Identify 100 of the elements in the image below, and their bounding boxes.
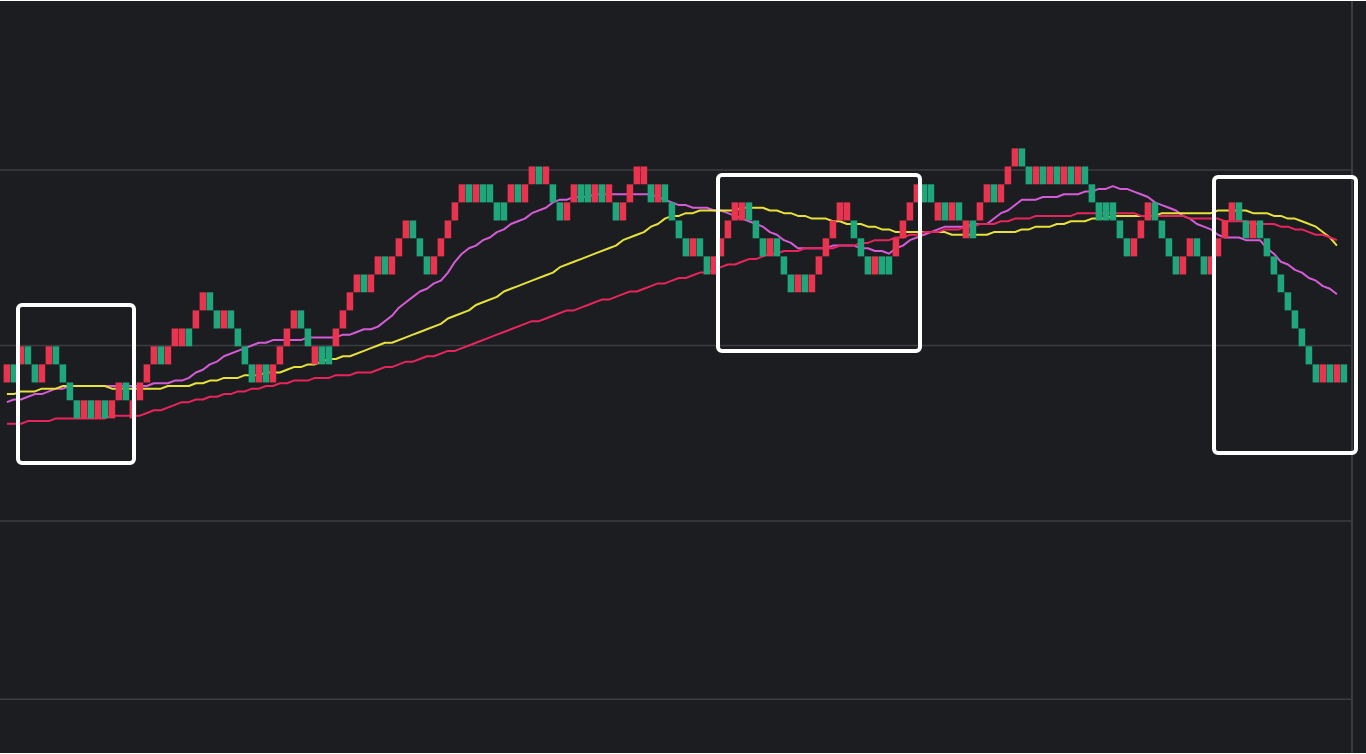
candlestick (591, 184, 599, 203)
candlestick (983, 184, 991, 203)
candlestick (353, 274, 361, 293)
candlestick (1179, 256, 1187, 275)
candlestick (297, 310, 305, 329)
candlestick (241, 346, 249, 365)
candlestick (283, 328, 291, 347)
candlestick (444, 220, 452, 239)
candlestick (668, 202, 676, 221)
candlestick (878, 256, 886, 275)
candlestick (738, 202, 746, 221)
candlestick (1277, 274, 1285, 293)
candlestick (598, 184, 606, 203)
candlestick (787, 274, 795, 293)
candlestick (934, 202, 942, 221)
candlestick (990, 184, 998, 203)
candlestick (227, 310, 235, 329)
candlestick (192, 310, 200, 329)
candlestick (304, 328, 312, 347)
candlestick (206, 292, 214, 311)
candlestick (500, 202, 508, 221)
candlestick (374, 256, 382, 275)
candlestick (1102, 202, 1110, 221)
candlestick (997, 184, 1005, 203)
candlestick (514, 184, 522, 203)
candlestick (773, 238, 781, 257)
candlestick (1340, 364, 1348, 383)
candlestick (1123, 238, 1131, 257)
candlestick (1158, 220, 1166, 239)
candlestick (66, 382, 74, 401)
candlestick (423, 256, 431, 275)
candlestick (101, 400, 109, 419)
candlestick (542, 166, 550, 185)
candlestick (199, 292, 207, 311)
candlestick (976, 202, 984, 221)
candlestick (108, 400, 116, 419)
candlestick (822, 238, 830, 257)
candlestick (969, 220, 977, 239)
candlestick (857, 238, 865, 257)
candlestick (1116, 220, 1124, 239)
candlestick (1130, 238, 1138, 257)
candlestick (164, 346, 172, 365)
candlestick (955, 202, 963, 221)
candlestick (745, 202, 753, 221)
candlestick (1319, 364, 1327, 383)
candlestick (52, 346, 60, 365)
candlestick (1242, 220, 1250, 239)
candlestick (1011, 148, 1019, 167)
candlestick (94, 400, 102, 419)
candlestick (178, 328, 186, 347)
candlestick (941, 202, 949, 221)
candlestick (703, 256, 711, 275)
candlestick (1305, 346, 1313, 365)
candlestick (136, 382, 144, 401)
candlestick (577, 184, 585, 203)
candlestick (150, 346, 158, 365)
candlestick (696, 238, 704, 257)
candlestick (1039, 166, 1047, 185)
candlestick (1256, 220, 1264, 239)
candlestick (682, 238, 690, 257)
candlestick (1060, 166, 1068, 185)
candlestick (262, 364, 270, 383)
candlestick (556, 202, 564, 221)
candlestick (458, 184, 466, 203)
candlestick (640, 166, 648, 185)
candlestick (626, 184, 634, 203)
candlestick (689, 238, 697, 257)
candlestick (1333, 364, 1341, 383)
candlestick (752, 220, 760, 239)
candlestick (486, 184, 494, 203)
candlestick (318, 346, 326, 365)
candlestick (780, 256, 788, 275)
candlestick (472, 184, 480, 203)
candlestick (647, 184, 655, 203)
candlestick (339, 310, 347, 329)
candlestick (1074, 166, 1082, 185)
candlestick (24, 346, 32, 365)
candlestick (31, 364, 39, 383)
candlestick (416, 238, 424, 257)
candlestick (570, 184, 578, 203)
candlestick (157, 346, 165, 365)
candlestick (1186, 238, 1194, 257)
candlestick (549, 184, 557, 203)
candlestick (661, 184, 669, 203)
candlestick (1004, 166, 1012, 185)
candlestick (38, 364, 46, 383)
candlestick (45, 346, 53, 365)
candlestick (675, 220, 683, 239)
candlestick (185, 328, 193, 347)
candlestick (815, 256, 823, 275)
candlestick (948, 202, 956, 221)
candlestick (1151, 202, 1159, 221)
candlestick (1284, 292, 1292, 311)
candlestick (1088, 184, 1096, 203)
candlestick (1263, 238, 1271, 257)
candlestick (1067, 166, 1075, 185)
candlestick (1200, 256, 1208, 275)
candlestick (1172, 256, 1180, 275)
candlestick (1312, 364, 1320, 383)
candlestick (521, 184, 529, 203)
